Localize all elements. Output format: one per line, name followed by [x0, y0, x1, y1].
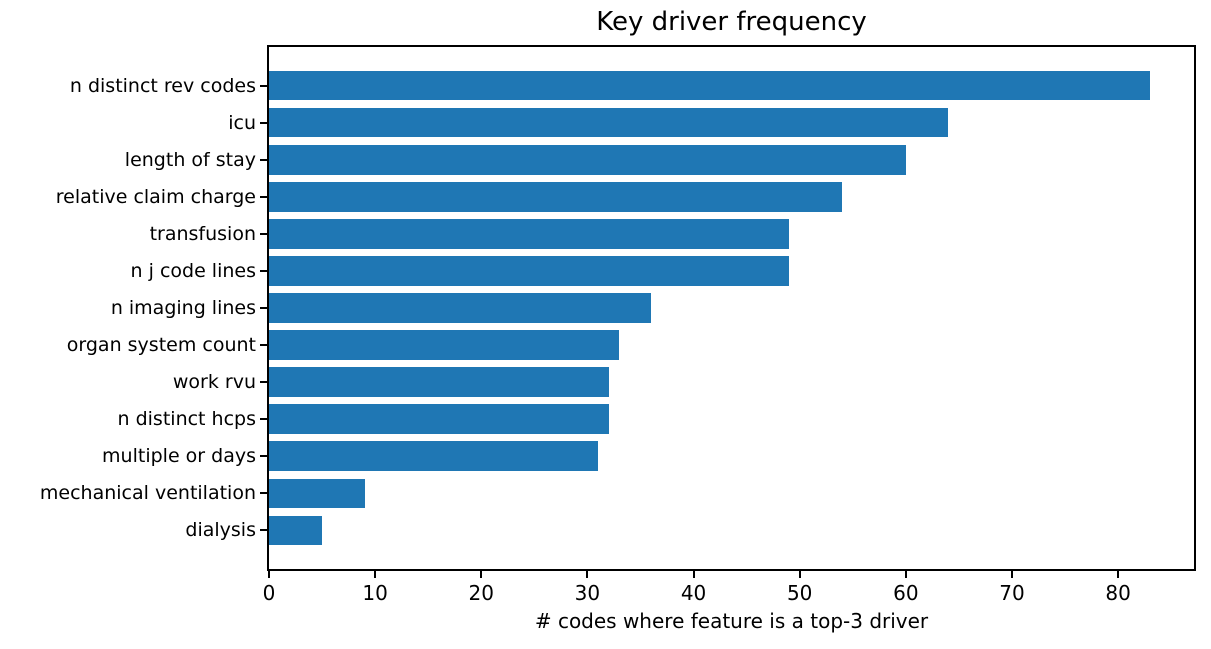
bar-n-distinct-rev-codes — [269, 70, 1150, 101]
x-axis-label: # codes where feature is a top-3 driver — [534, 609, 929, 633]
y-tick-mark — [260, 492, 267, 495]
y-tick-mark — [260, 344, 267, 347]
plot-area — [267, 45, 1196, 571]
y-tick-label-relative-claim-charge: relative claim charge — [55, 185, 256, 208]
y-tick-mark — [260, 158, 267, 161]
y-tick-mark — [260, 455, 267, 458]
y-tick-label-mechanical-ventilation: mechanical ventilation — [39, 482, 256, 505]
bar-n-j-code-lines — [269, 256, 790, 286]
y-tick-label-transfusion: transfusion — [149, 222, 256, 245]
x-tick-mark — [1010, 571, 1013, 578]
bar-transfusion — [269, 219, 790, 249]
y-tick-mark — [260, 418, 267, 421]
y-tick-label-work-rvu: work rvu — [172, 371, 256, 394]
x-tick-mark — [480, 571, 483, 578]
y-tick-label-n-imaging-lines: n imaging lines — [110, 297, 256, 319]
x-tick-mark — [374, 571, 377, 578]
y-tick-label-n-distinct-rev-codes: n distinct rev codes — [69, 74, 256, 97]
y-tick-mark — [260, 121, 267, 124]
x-tick-label-10: 10 — [362, 581, 388, 605]
bar-icu — [269, 107, 949, 138]
y-tick-label-length-of-stay: length of stay — [124, 148, 256, 171]
x-tick-mark — [586, 571, 589, 578]
x-tick-label-30: 30 — [574, 581, 601, 605]
bar-organ-system-count — [269, 330, 620, 360]
x-tick-mark — [798, 571, 801, 578]
x-tick-label-60: 60 — [893, 581, 919, 605]
x-tick-label-40: 40 — [680, 581, 707, 605]
bar-work-rvu — [269, 367, 609, 397]
bar-length-of-stay — [269, 144, 906, 175]
bar-n-imaging-lines — [269, 293, 652, 323]
x-tick-mark — [692, 571, 695, 578]
y-axis — [260, 47, 267, 569]
y-tick-label-n-distinct-hcps: n distinct hcps — [117, 408, 256, 431]
bar-n-distinct-hcps — [269, 404, 609, 435]
bar-mechanical-ventilation — [269, 478, 365, 509]
x-tick-label-50: 50 — [786, 581, 813, 605]
y-tick-mark — [260, 307, 267, 309]
y-tick-label-dialysis: dialysis — [185, 519, 256, 542]
x-tick-mark — [1117, 571, 1120, 578]
chart-title: Key driver frequency — [596, 7, 867, 37]
x-tick-label-20: 20 — [468, 581, 494, 605]
y-tick-label-icu: icu — [228, 111, 256, 134]
x-tick-label-80: 80 — [1105, 581, 1131, 605]
y-tick-mark — [260, 84, 267, 87]
y-tick-mark — [260, 381, 267, 384]
x-tick-mark — [268, 571, 270, 578]
bar-relative-claim-charge — [269, 181, 843, 212]
bar-dialysis — [269, 515, 323, 546]
y-tick-mark — [260, 232, 267, 235]
x-tick-mark — [904, 571, 907, 578]
y-tick-mark — [260, 529, 267, 532]
x-axis: 0 10 20 30 40 50 60 70 80 — [263, 571, 1194, 619]
y-tick-mark — [260, 195, 267, 198]
y-tick-mark — [260, 269, 267, 272]
bar-multiple-or-days — [269, 441, 599, 472]
x-tick-label-70: 70 — [999, 581, 1025, 605]
y-tick-label-organ-system-count: organ system count — [66, 334, 256, 357]
y-tick-label-multiple-or-days: multiple or days — [102, 445, 256, 468]
y-tick-label-n-j-code-lines: n j code lines — [130, 259, 256, 282]
x-tick-label-0: 0 — [262, 581, 276, 605]
